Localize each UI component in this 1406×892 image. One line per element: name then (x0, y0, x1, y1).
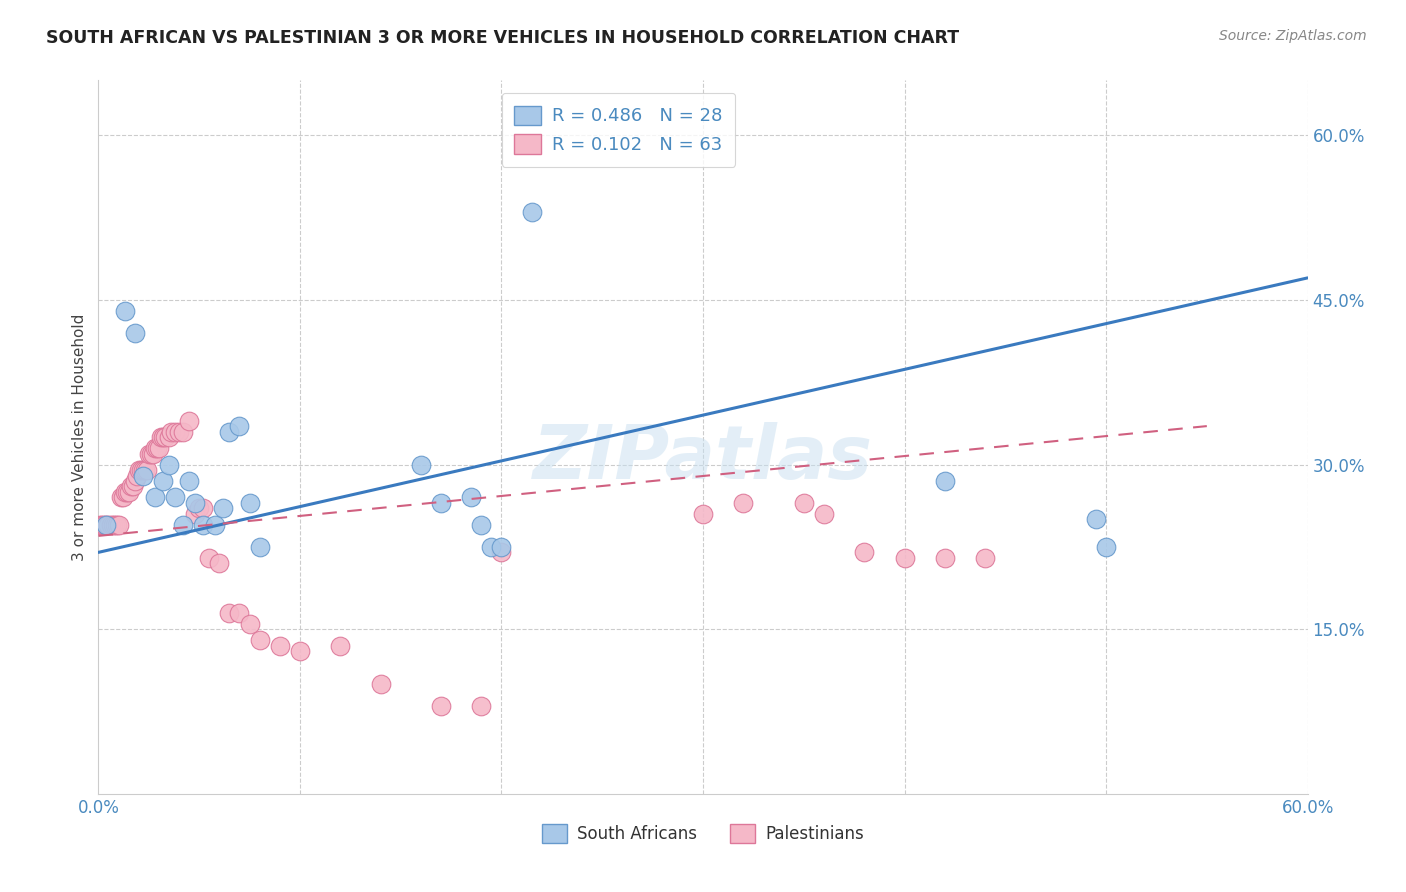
Point (193, 501, 215, 516)
Y-axis label: 3 or more Vehicles in Household: 3 or more Vehicles in Household (72, 313, 87, 561)
Point (139, 446, 162, 460)
Point (118, 485, 141, 500)
Point (149, 430, 172, 444)
Point (101, 517, 124, 532)
Point (132, 468, 155, 483)
Point (128, 463, 150, 477)
Point (520, 205, 543, 219)
Point (208, 557, 231, 571)
Point (97, 517, 120, 532)
Point (329, 639, 352, 653)
Point (146, 441, 169, 455)
Point (125, 468, 148, 483)
Point (172, 425, 194, 439)
Point (193, 517, 215, 532)
Point (692, 507, 714, 521)
Point (114, 485, 136, 500)
Point (167, 425, 190, 439)
Point (132, 463, 155, 477)
Point (218, 425, 240, 439)
Point (157, 430, 180, 444)
Point (105, 517, 128, 532)
Point (152, 430, 174, 444)
Point (121, 479, 143, 493)
Point (430, 496, 453, 510)
Point (409, 458, 432, 472)
Point (491, 540, 513, 554)
Point (239, 616, 262, 631)
Point (184, 507, 207, 521)
Point (96, 517, 118, 532)
Point (793, 496, 815, 510)
Point (120, 479, 142, 493)
Point (135, 463, 157, 477)
Point (249, 633, 271, 648)
Point (218, 606, 240, 620)
Point (110, 491, 132, 505)
Point (188, 501, 211, 516)
Point (172, 517, 194, 532)
Point (228, 606, 250, 620)
Point (103, 517, 125, 532)
Point (198, 550, 221, 565)
Point (813, 507, 835, 521)
Point (288, 644, 311, 658)
Point (491, 545, 513, 559)
Point (853, 545, 876, 559)
Point (179, 474, 201, 488)
Point (100, 517, 122, 532)
Point (152, 474, 174, 488)
Point (470, 517, 492, 532)
Point (111, 491, 134, 505)
Point (163, 425, 186, 439)
Point (148, 441, 170, 455)
Point (1085, 512, 1108, 526)
Point (93, 517, 115, 532)
Point (269, 639, 291, 653)
Point (934, 474, 956, 488)
Point (124, 474, 146, 488)
Point (163, 491, 186, 505)
Point (91, 517, 114, 532)
Point (212, 501, 235, 516)
Text: Source: ZipAtlas.com: Source: ZipAtlas.com (1219, 29, 1367, 44)
Point (228, 419, 250, 434)
Legend: South Africans, Palestinians: South Africans, Palestinians (536, 818, 870, 850)
Point (115, 485, 138, 500)
Point (143, 441, 166, 455)
Text: ZIPatlas: ZIPatlas (533, 422, 873, 495)
Point (142, 446, 165, 460)
Point (179, 414, 201, 428)
Point (893, 550, 915, 565)
Point (129, 463, 152, 477)
Point (974, 550, 997, 565)
Point (96, 517, 118, 532)
Point (134, 463, 156, 477)
Point (733, 496, 755, 510)
Text: SOUTH AFRICAN VS PALESTINIAN 3 OR MORE VEHICLES IN HOUSEHOLD CORRELATION CHART: SOUTH AFRICAN VS PALESTINIAN 3 OR MORE V… (46, 29, 959, 47)
Point (1095, 540, 1118, 554)
Point (138, 446, 160, 460)
Point (470, 699, 492, 714)
Point (160, 425, 183, 439)
Point (204, 517, 226, 532)
Point (89, 517, 111, 532)
Point (107, 517, 129, 532)
Point (114, 303, 136, 318)
Point (481, 540, 503, 554)
Point (934, 550, 956, 565)
Point (143, 491, 166, 505)
Point (153, 430, 176, 444)
Point (157, 458, 180, 472)
Point (124, 326, 146, 340)
Point (184, 496, 207, 510)
Point (430, 699, 453, 714)
Point (370, 677, 392, 691)
Point (239, 496, 262, 510)
Point (249, 540, 271, 554)
Point (460, 491, 482, 505)
